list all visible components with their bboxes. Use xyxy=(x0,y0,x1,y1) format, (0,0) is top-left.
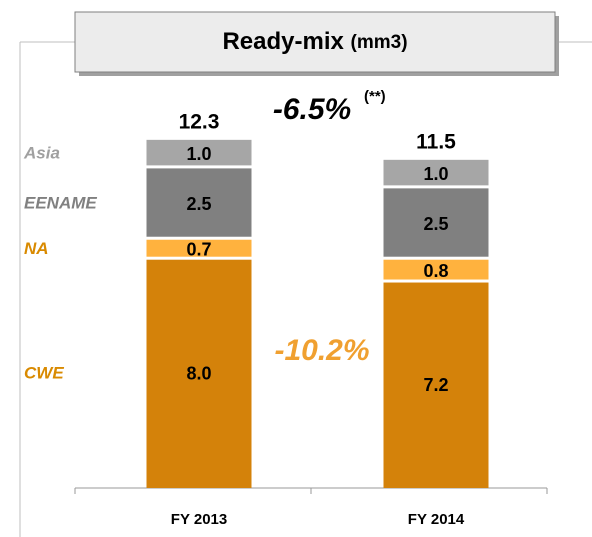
segment-label: 8.0 xyxy=(186,364,211,384)
chart-title: Ready-mix (mm3) xyxy=(222,28,407,55)
bar-segment xyxy=(146,259,252,488)
series-label: CWE xyxy=(24,363,64,382)
segment-label: 2.5 xyxy=(186,194,211,214)
series-label: NA xyxy=(24,239,49,258)
title-text: Ready-mix xyxy=(222,28,344,55)
total-label: 12.3 xyxy=(179,110,220,133)
bar-segment xyxy=(383,282,489,488)
x-tick-label: FY 2014 xyxy=(408,511,465,528)
bar-segment xyxy=(383,159,489,186)
segment-label: 0.7 xyxy=(186,239,211,259)
x-tick-label: FY 2013 xyxy=(171,511,227,528)
segment-label: 1.0 xyxy=(186,144,211,164)
series-label: EENAME xyxy=(24,194,97,213)
segment-label: 1.0 xyxy=(423,164,448,184)
segment-label: 2.5 xyxy=(423,214,448,234)
total-change-note: (**) xyxy=(364,88,386,105)
segment-label: 0.8 xyxy=(423,261,448,281)
bar-segment xyxy=(146,239,252,257)
total-label: 11.5 xyxy=(416,130,456,153)
title-unit: (mm3) xyxy=(351,32,408,53)
segment-label: 7.2 xyxy=(423,375,448,395)
bar-segment xyxy=(383,259,489,280)
series-label: Asia xyxy=(23,144,60,163)
cwe-change: -10.2% xyxy=(274,334,369,367)
bar-segment xyxy=(146,168,252,237)
bar-segment xyxy=(146,139,252,166)
bar-segment xyxy=(383,188,489,257)
title-box xyxy=(74,11,556,73)
total-change: -6.5% xyxy=(273,93,351,126)
